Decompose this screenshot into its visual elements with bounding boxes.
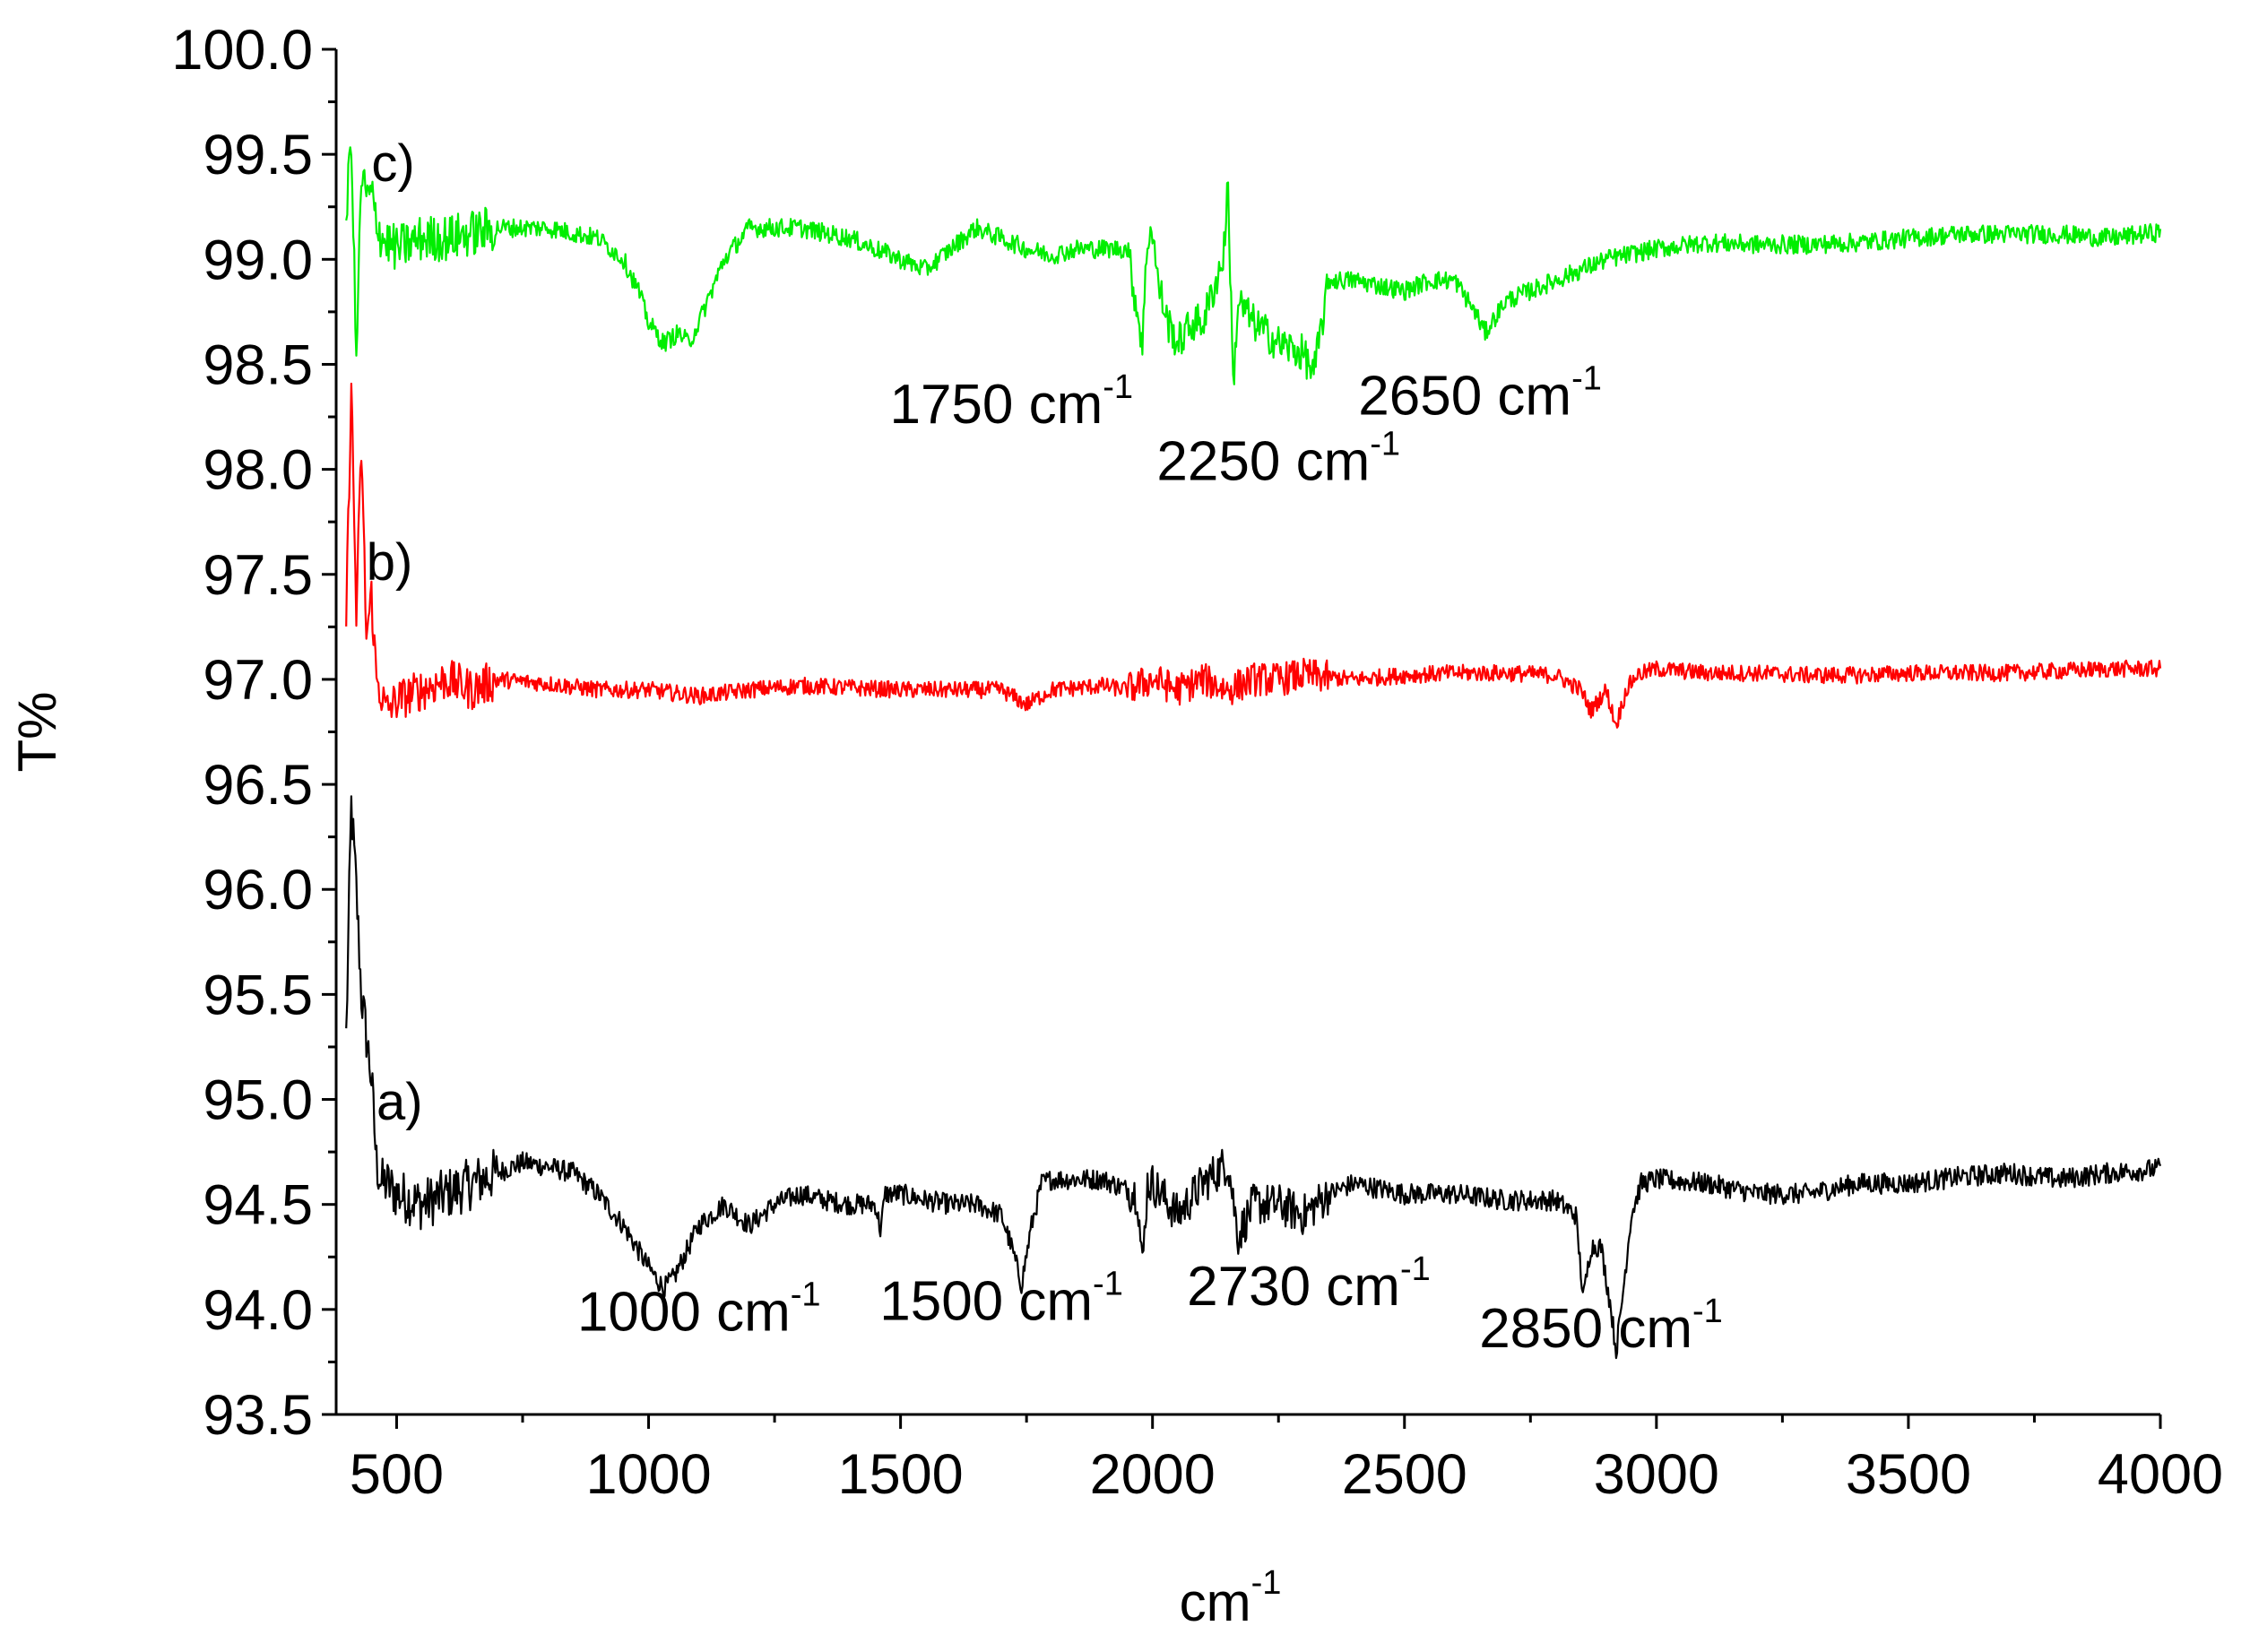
series-label: c) [371,134,414,193]
peak-annotation-text: 2250 cm [1156,430,1370,492]
x-tick-label: 500 [350,1443,444,1506]
series-label: a) [376,1073,423,1131]
y-tick-label: 97.5 [203,544,313,607]
peak-annotation: 2730 cm-1 [1187,1250,1431,1318]
peak-annotation-sup: -1 [791,1276,821,1313]
y-tick-label: 100.0 [171,19,313,82]
plot-series-group [345,146,2162,1360]
x-tick-label: 3000 [1594,1443,1719,1506]
x-tick-label: 2500 [1342,1443,1467,1506]
x-axis-title: cm-1 [1180,1564,1282,1632]
series-line-3 [345,146,2162,385]
x-axis-title-sup: -1 [1251,1564,1282,1602]
y-tick-label: 99.5 [203,124,313,186]
y-tick-label: 93.5 [203,1384,313,1447]
peak-annotation-text: 2650 cm [1358,366,1571,428]
y-tick-label: 95.0 [203,1069,313,1132]
peak-annotation-sup: -1 [1571,360,1602,398]
y-tick-label: 94.5 [203,1174,313,1237]
x-tick-label: 2000 [1090,1443,1216,1506]
peak-annotation-text: 2850 cm [1479,1298,1692,1360]
y-tick-label: 96.0 [203,859,313,921]
series-label: b) [367,533,413,592]
peak-annotation-sup: -1 [1692,1293,1723,1330]
peak-annotation-sup: -1 [1093,1266,1123,1303]
peak-annotation: 1000 cm-1 [577,1276,821,1343]
peak-annotation-sup: -1 [1103,368,1133,406]
y-tick-label: 94.0 [203,1279,313,1342]
peak-annotation: 2850 cm-1 [1479,1293,1723,1360]
x-tick-label: 1500 [838,1443,964,1506]
peak-annotation-text: 1500 cm [879,1271,1093,1333]
peak-annotation-sup: -1 [1400,1250,1431,1288]
peak-annotation: 1500 cm-1 [879,1266,1123,1333]
peak-annotation: 2250 cm-1 [1156,425,1400,492]
series-line-2 [345,382,2162,729]
labels-group: 93.5 94.0 94.5 95.0 95.5 96.0 96.5 97.0 97.5 98.0… [7,19,2223,1632]
x-tick-label: 4000 [2098,1443,2223,1506]
x-tick-label: 1000 [585,1443,711,1506]
peak-annotation-sup: -1 [1370,425,1400,463]
x-tick-label: 3500 [1846,1443,1971,1506]
y-tick-label: 98.0 [203,439,313,502]
y-tick-label: 98.5 [203,333,313,396]
y-tick-label: 97.0 [203,649,313,712]
y-tick-label: 99.0 [203,229,313,291]
y-tick-label: 95.5 [203,964,313,1026]
peak-annotation-text: 1750 cm [889,374,1103,436]
y-tick-label: 96.5 [203,754,313,817]
axes-group [322,48,2162,1429]
peak-annotation: 1750 cm-1 [889,368,1133,436]
peak-annotation-text: 2730 cm [1187,1256,1400,1318]
peak-annotation: 2650 cm-1 [1358,360,1602,428]
series-line-1 [345,795,2162,1360]
y-axis-title: T% [7,692,67,773]
peak-annotation-text: 1000 cm [577,1281,791,1343]
